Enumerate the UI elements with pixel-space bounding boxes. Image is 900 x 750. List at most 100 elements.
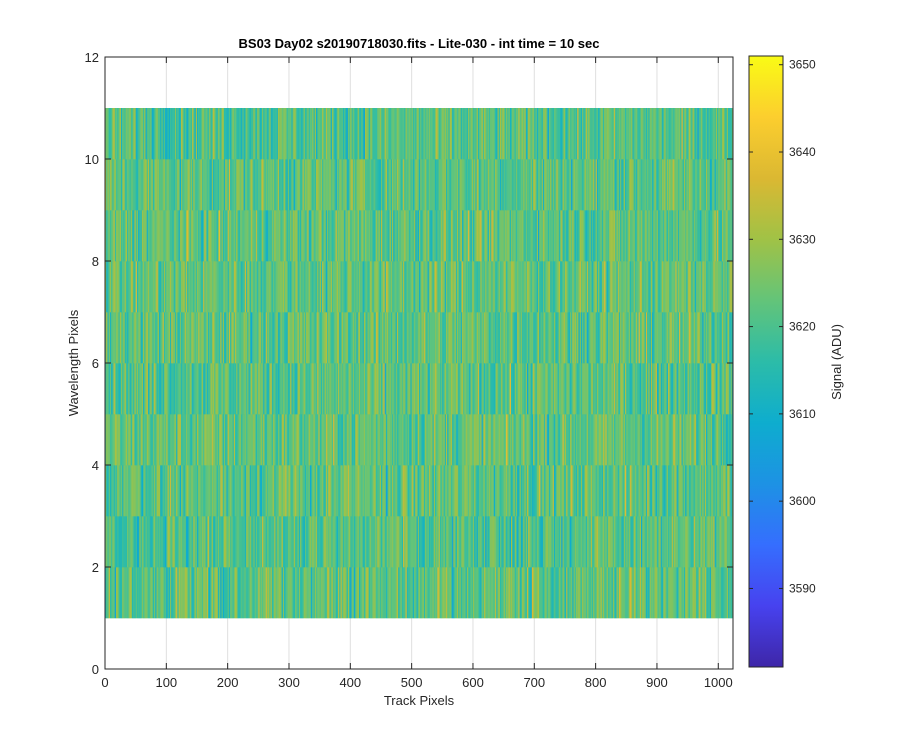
heatmap-cell <box>574 567 577 619</box>
heatmap-cell <box>514 363 517 415</box>
heatmap-cell <box>653 567 655 619</box>
heatmap-cell <box>286 261 289 313</box>
heatmap-cell <box>238 312 241 364</box>
heatmap-cell <box>273 465 275 517</box>
heatmap-cell <box>215 312 217 364</box>
heatmap-cell <box>572 465 574 517</box>
heatmap-cell <box>307 312 309 364</box>
heatmap-cell <box>259 261 262 313</box>
heatmap-cell <box>288 414 291 466</box>
heatmap-cell <box>336 261 339 313</box>
heatmap-cell <box>486 363 489 415</box>
heatmap-cell <box>275 363 278 415</box>
heatmap-cell <box>702 363 704 415</box>
heatmap-cell <box>448 108 451 160</box>
heatmap-cell <box>353 465 356 517</box>
heatmap-cell <box>309 108 312 160</box>
heatmap-cell <box>241 261 243 313</box>
heatmap-cell <box>458 159 460 211</box>
heatmap-cell <box>490 567 492 619</box>
heatmap-cell <box>130 567 133 619</box>
heatmap-cell <box>394 567 397 619</box>
heatmap-cell <box>225 465 227 517</box>
heatmap-cell <box>262 414 264 466</box>
heatmap-cell <box>724 261 726 313</box>
heatmap-cell <box>165 567 167 619</box>
heatmap-cell <box>226 312 229 364</box>
heatmap-cell <box>297 312 300 364</box>
heatmap-cell <box>300 108 302 160</box>
heatmap-cell <box>555 516 557 568</box>
heatmap-cell <box>230 363 232 415</box>
heatmap-cell <box>433 465 436 517</box>
heatmap-cell <box>374 465 377 517</box>
heatmap-cell <box>123 516 125 568</box>
heatmap-cell <box>417 210 420 262</box>
heatmap-cell <box>718 363 720 415</box>
heatmap-cell <box>242 516 244 568</box>
heatmap-cell <box>403 108 405 160</box>
heatmap-cell <box>730 414 733 466</box>
heatmap-cell <box>193 159 195 211</box>
heatmap-cell <box>201 516 204 568</box>
heatmap-cell <box>666 363 669 415</box>
heatmap-cell <box>185 363 188 415</box>
heatmap-cell <box>600 312 603 364</box>
heatmap-cell <box>518 312 520 364</box>
heatmap-cell <box>449 363 452 415</box>
heatmap-cell <box>618 363 621 415</box>
heatmap-cell <box>426 363 428 415</box>
heatmap-cell <box>426 414 428 466</box>
heatmap-cell <box>345 159 347 211</box>
heatmap-cell <box>729 312 731 364</box>
heatmap-cell <box>582 363 584 415</box>
heatmap-cell <box>133 261 135 313</box>
heatmap-cell <box>147 414 150 466</box>
heatmap-cell <box>420 363 422 415</box>
heatmap-cell <box>677 159 680 211</box>
heatmap-cell <box>401 516 404 568</box>
heatmap-cell <box>236 159 238 211</box>
heatmap-cell <box>319 363 322 415</box>
heatmap-cell <box>338 261 340 313</box>
heatmap-cell <box>585 210 588 262</box>
heatmap-cell <box>438 414 441 466</box>
heatmap-cell <box>441 159 443 211</box>
heatmap-cell <box>400 363 403 415</box>
heatmap-cell <box>519 465 522 517</box>
heatmap-cell <box>200 414 203 466</box>
heatmap-cell <box>536 159 539 211</box>
heatmap-cell <box>688 159 691 211</box>
heatmap-cell <box>204 261 206 313</box>
heatmap-cell <box>439 159 442 211</box>
heatmap-cell <box>512 108 514 160</box>
heatmap-cell <box>526 567 529 619</box>
heatmap-cell <box>623 516 626 568</box>
heatmap-cell <box>588 312 590 364</box>
heatmap-cell <box>513 516 516 568</box>
heatmap-cell <box>160 465 162 517</box>
heatmap-cell <box>156 312 159 364</box>
heatmap-cell <box>708 261 711 313</box>
heatmap-cell <box>205 516 208 568</box>
heatmap-cell <box>248 414 251 466</box>
heatmap-cell <box>728 159 730 211</box>
heatmap-cell <box>607 465 610 517</box>
heatmap-cell <box>360 159 362 211</box>
heatmap-cell <box>524 261 527 313</box>
heatmap-cell <box>150 363 152 415</box>
heatmap-cell <box>465 210 468 262</box>
heatmap-cell <box>196 363 199 415</box>
heatmap-cell <box>529 312 531 364</box>
heatmap-cell <box>248 261 251 313</box>
heatmap-cell <box>723 312 725 364</box>
heatmap-cell <box>280 465 282 517</box>
heatmap-cell <box>730 363 733 415</box>
heatmap-cell <box>336 363 339 415</box>
heatmap-cell <box>610 516 612 568</box>
heatmap-cell <box>380 312 383 364</box>
heatmap-cell <box>616 567 619 619</box>
heatmap-cell <box>107 108 110 160</box>
heatmap-cell <box>618 567 621 619</box>
heatmap-cell <box>650 261 653 313</box>
